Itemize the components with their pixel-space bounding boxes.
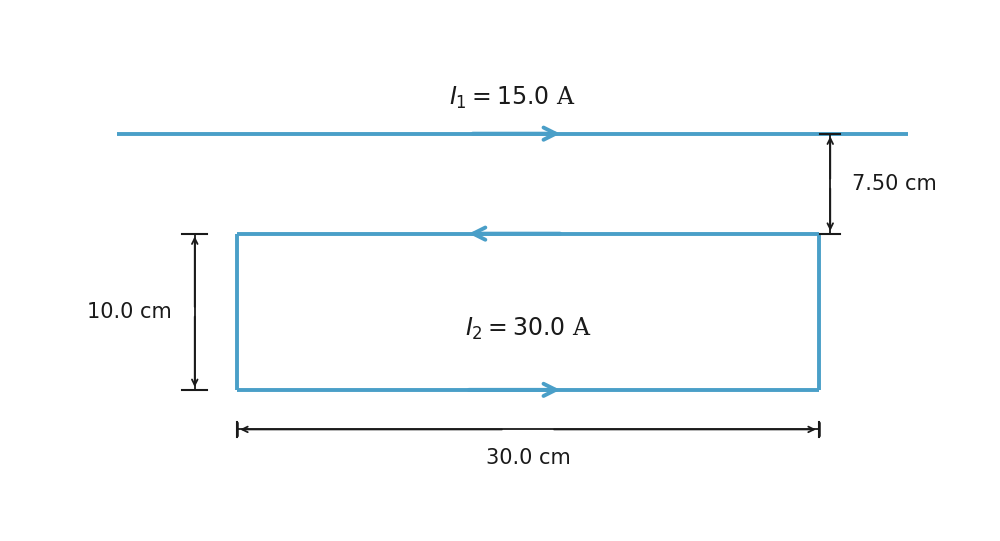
Text: $\mathit{I}_2 = 30.0$ A: $\mathit{I}_2 = 30.0$ A <box>465 315 591 341</box>
Text: $\mathit{I}_1 = 15.0$ A: $\mathit{I}_1 = 15.0$ A <box>449 84 576 111</box>
Text: 7.50 cm: 7.50 cm <box>852 174 937 194</box>
Text: 30.0 cm: 30.0 cm <box>486 448 570 468</box>
Text: 10.0 cm: 10.0 cm <box>87 302 172 322</box>
